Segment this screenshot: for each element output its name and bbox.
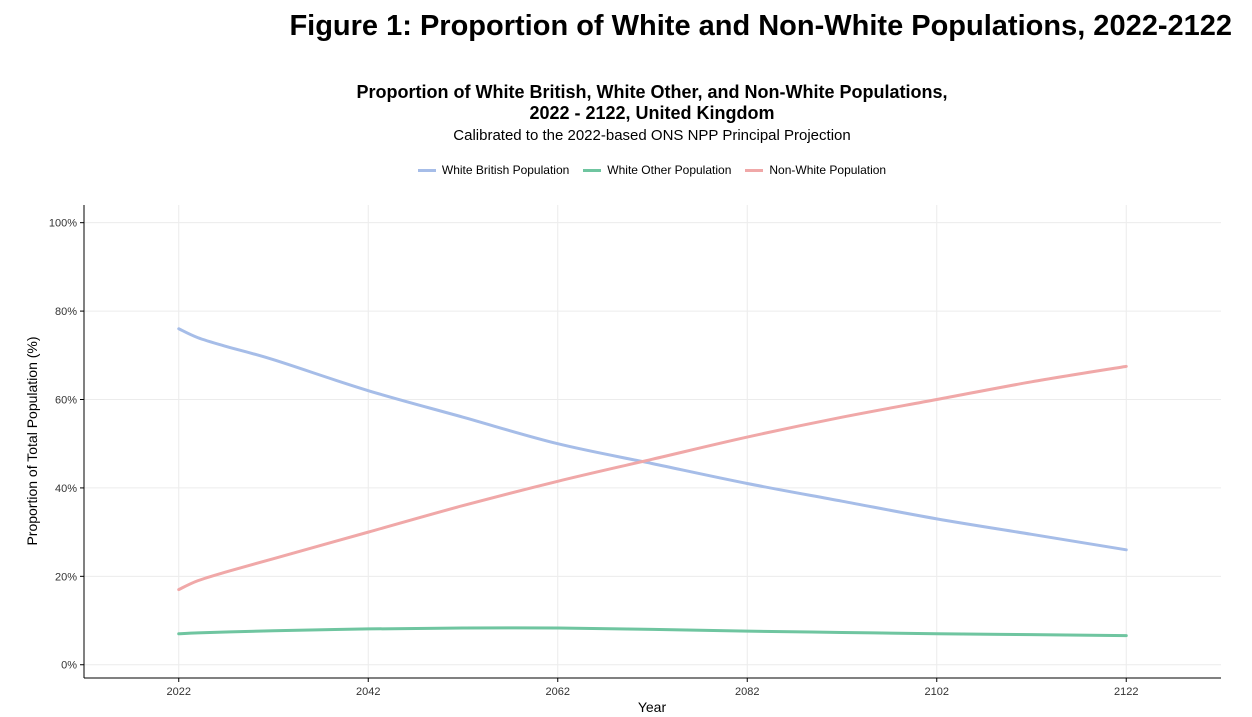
y-tick-label: 80% [55,306,77,318]
series-lines [177,327,1128,638]
legend-label-white-british: White British Population [441,163,570,177]
x-tick-label: 2022 [167,686,191,698]
axes: 0% 20% 40% 60% 80% 100% 2022 2042 2062 2082 2102 21… [49,205,1221,698]
chart-title-line1: Proportion of White British, White Other… [356,82,948,102]
y-tick-label: 60% [55,395,77,407]
legend-item-white-other: White Other Population [583,163,731,177]
legend-label-non-white: Non-White Population [769,163,887,177]
y-tick-label: 0% [61,660,77,672]
y-tick-label: 100% [49,218,77,230]
x-tick-label: 2102 [925,686,949,698]
series-line-white-british [177,327,1128,552]
chart-title: Proportion of White British, White Other… [0,82,1252,124]
y-axis-title: Proportion of Total Population (%) [24,336,40,545]
legend-item-white-british: White British Population [417,163,570,177]
x-tick-label: 2062 [546,686,570,698]
figure-title: Figure 1: Proportion of White and Non-Wh… [289,10,1232,42]
legend-label-white-other: White Other Population [607,163,732,177]
chart-title-line2: 2022 - 2122, United Kingdom [529,103,775,123]
x-tick-label: 2082 [735,686,759,698]
legend: White British Population White Other Pop… [0,163,1252,177]
legend-swatch-non-white [745,168,764,172]
legend-swatch-white-other [583,168,602,172]
grid-lines [84,205,1221,678]
y-tick-label: 40% [55,483,77,495]
x-tick-label: 2122 [1114,686,1138,698]
series-line-white-other [177,626,1128,638]
legend-item-non-white: Non-White Population [745,163,886,177]
y-tick-label: 20% [55,571,77,583]
legend-swatch-white-british [417,168,436,172]
x-tick-label: 2042 [356,686,380,698]
series-line-non-white [177,364,1128,592]
chart-subtitle: Calibrated to the 2022-based ONS NPP Pri… [453,127,851,144]
x-axis-title: Year [638,699,667,715]
